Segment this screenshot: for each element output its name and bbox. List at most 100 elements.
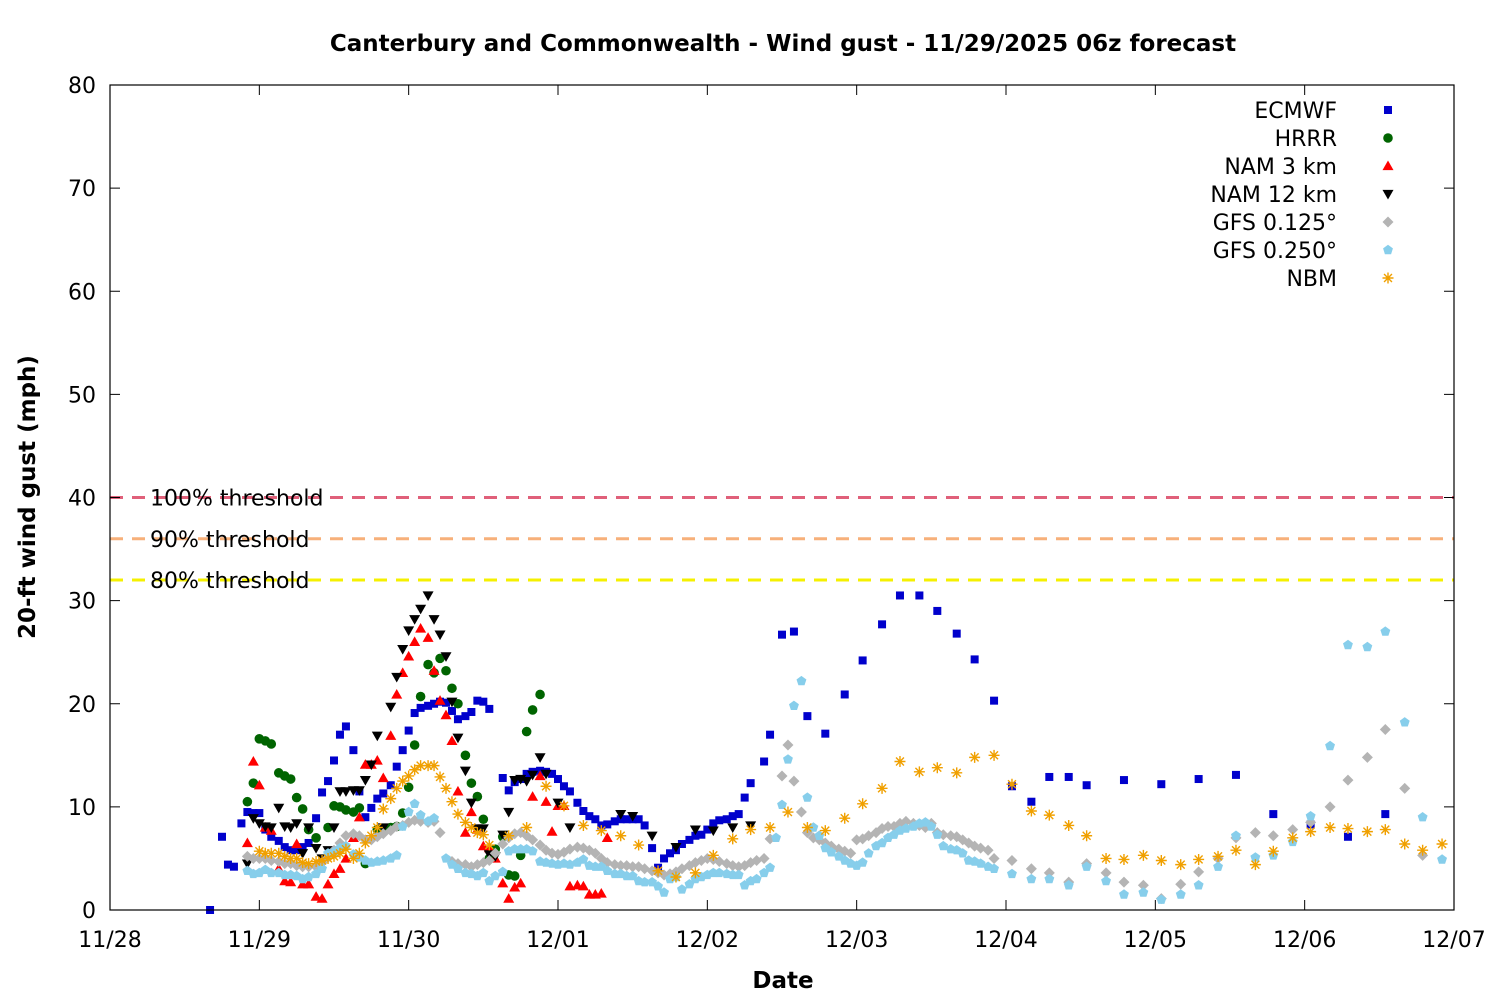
data-point — [1249, 859, 1261, 871]
data-point — [391, 850, 402, 860]
data-point — [709, 819, 718, 828]
data-point — [404, 726, 413, 735]
data-point — [1100, 867, 1112, 879]
data-point — [247, 756, 259, 766]
data-point — [1193, 880, 1204, 890]
data-point — [564, 880, 576, 891]
series-nam-12-km — [241, 591, 757, 870]
data-point — [440, 709, 452, 720]
data-point — [1043, 867, 1055, 879]
legend-marker — [1383, 244, 1393, 255]
data-point — [1324, 801, 1336, 813]
data-point — [429, 813, 439, 823]
data-point — [328, 850, 340, 862]
data-point — [403, 806, 414, 817]
x-axis-label: Date — [752, 968, 813, 994]
data-point — [931, 762, 943, 774]
data-point — [1006, 778, 1018, 790]
data-point — [746, 779, 755, 788]
data-point — [778, 630, 786, 639]
legend-entry-label: NBM — [1286, 267, 1337, 292]
data-point — [653, 881, 663, 891]
y-tick-label: 0 — [82, 899, 96, 924]
data-point — [670, 842, 682, 853]
data-point — [409, 740, 420, 750]
data-point — [640, 821, 649, 830]
data-point — [248, 778, 259, 788]
data-point — [783, 754, 793, 764]
data-point — [1379, 824, 1391, 836]
data-point — [814, 830, 825, 840]
data-point — [554, 775, 562, 784]
data-point — [615, 830, 627, 842]
data-point — [255, 809, 264, 818]
data-point — [534, 839, 546, 851]
data-point — [758, 852, 770, 864]
data-point — [789, 627, 798, 636]
data-point — [548, 769, 557, 778]
data-point — [324, 777, 333, 786]
data-point — [328, 823, 340, 833]
data-point — [552, 798, 564, 809]
data-point — [415, 760, 427, 772]
data-point — [1082, 781, 1091, 790]
data-point — [285, 774, 296, 784]
data-point — [465, 806, 477, 817]
data-point — [247, 814, 259, 824]
data-point — [430, 699, 439, 708]
data-point — [334, 847, 346, 859]
data-point — [377, 772, 389, 783]
data-point — [452, 733, 464, 744]
data-point — [1043, 809, 1055, 821]
data-point — [434, 771, 446, 783]
data-point — [666, 849, 674, 858]
data-point — [882, 820, 894, 832]
data-point — [595, 888, 607, 898]
data-point — [428, 665, 440, 675]
data-point — [1175, 878, 1187, 890]
data-point — [1025, 805, 1037, 817]
x-tick-label: 12/02 — [676, 928, 739, 953]
data-point — [460, 750, 471, 761]
data-point — [585, 812, 594, 821]
data-point — [751, 873, 762, 884]
data-point — [1101, 875, 1111, 886]
data-point — [340, 843, 352, 855]
data-point — [1230, 844, 1242, 856]
data-point — [776, 770, 788, 782]
data-point — [467, 708, 476, 716]
data-point — [766, 730, 775, 739]
data-point — [932, 829, 943, 839]
data-point — [601, 832, 613, 842]
data-point — [273, 847, 285, 859]
data-point — [473, 696, 482, 705]
data-point — [1361, 826, 1373, 838]
data-point — [1007, 868, 1017, 879]
data-point — [988, 749, 1000, 761]
data-point — [359, 837, 371, 849]
data-point — [409, 636, 421, 646]
y-tick-label: 20 — [68, 693, 96, 718]
data-point — [403, 650, 415, 661]
data-point — [913, 766, 925, 778]
data-point — [303, 878, 315, 889]
data-point — [310, 856, 322, 868]
data-point — [353, 847, 365, 859]
data-point — [691, 831, 700, 840]
data-point — [595, 825, 607, 837]
data-point — [237, 819, 246, 828]
data-point — [901, 823, 911, 833]
data-point — [478, 867, 489, 878]
data-point — [453, 863, 463, 873]
data-point — [565, 787, 574, 796]
data-point — [788, 775, 800, 787]
data-point — [253, 779, 265, 790]
data-point — [990, 696, 999, 705]
data-point — [359, 775, 371, 786]
data-point — [1026, 873, 1037, 884]
data-point — [540, 796, 552, 806]
data-point — [522, 769, 531, 778]
data-point — [386, 781, 395, 790]
data-point — [483, 855, 495, 866]
data-point — [660, 854, 669, 863]
